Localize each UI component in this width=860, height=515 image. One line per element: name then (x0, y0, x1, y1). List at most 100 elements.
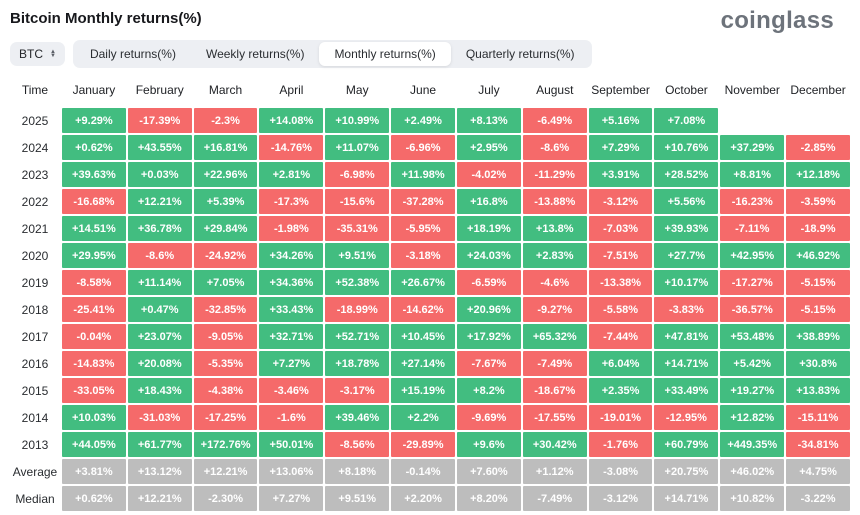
row-label: 2025 (21, 113, 49, 128)
return-cell: +65.32% (522, 324, 587, 349)
return-cell: -17.27% (720, 270, 785, 295)
return-cell: -3.83% (654, 297, 719, 322)
return-cell: -2.3% (193, 108, 258, 133)
return-cell (786, 108, 850, 133)
return-cell: +2.20% (391, 486, 455, 511)
return-cell: +0.03% (127, 162, 192, 187)
return-cell: +10.76% (654, 135, 719, 160)
return-cell: -13.38% (588, 270, 653, 295)
return-cell: -7.49% (522, 351, 587, 376)
return-cell: -3.17% (325, 378, 390, 403)
return-cell: -33.05% (62, 378, 126, 403)
return-cell: -3.22% (786, 486, 850, 511)
return-cell: -6.49% (522, 108, 587, 133)
return-cell: -1.6% (259, 405, 324, 430)
return-cell: +30.42% (522, 432, 587, 457)
updown-icon: ▲ ▼ (50, 48, 56, 59)
column-header: July (478, 83, 500, 97)
return-cell: +6.04% (588, 351, 653, 376)
return-cell: +5.56% (654, 189, 719, 214)
return-cell: +5.39% (193, 189, 258, 214)
tab-daily[interactable]: Daily returns(%) (89, 47, 176, 61)
tab-monthly[interactable]: Monthly returns(%) (319, 42, 451, 66)
return-cell: -13.88% (522, 189, 587, 214)
controls-bar: BTC ▲ ▼ Daily returns(%) Weekly returns(%)… (10, 40, 850, 68)
return-cell: +2.81% (259, 162, 324, 187)
return-cell: +22.96% (193, 162, 258, 187)
return-cell: +19.27% (720, 378, 785, 403)
return-cell: -36.57% (720, 297, 785, 322)
return-cell: +12.18% (786, 162, 850, 187)
return-cell: +0.62% (62, 486, 126, 511)
return-cell: -5.15% (786, 270, 850, 295)
return-cell: -14.62% (391, 297, 455, 322)
return-cell: -8.6% (127, 243, 192, 268)
return-cell: +16.8% (456, 189, 521, 214)
return-cell: +61.77% (127, 432, 192, 457)
return-cell: +43.55% (127, 135, 192, 160)
row-label: 2023 (21, 167, 49, 182)
return-cell: -9.69% (456, 405, 521, 430)
column-header: March (208, 83, 243, 97)
return-cell: +30.8% (786, 351, 850, 376)
return-cell: -7.67% (456, 351, 521, 376)
tab-quarterly[interactable]: Quarterly returns(%) (465, 47, 575, 61)
return-cell: -7.11% (720, 216, 785, 241)
return-cell: -3.12% (588, 486, 653, 511)
return-cell: +29.84% (193, 216, 258, 241)
return-cell: -2.30% (193, 486, 258, 511)
row-label: 2015 (21, 383, 49, 398)
table-body: 2025 +9.29% -17.39% -2.3% +14.08% +10.99% +2.4… (10, 108, 850, 511)
return-cell: +1.12% (522, 459, 587, 484)
symbol-select[interactable]: BTC ▲ ▼ (10, 42, 65, 66)
return-cell: +5.42% (720, 351, 785, 376)
return-cell: +10.17% (654, 270, 719, 295)
return-cell: +26.67% (391, 270, 455, 295)
column-header: Time (21, 83, 49, 97)
return-cell: -6.98% (325, 162, 390, 187)
return-cell: -37.28% (391, 189, 455, 214)
return-cell: -14.76% (259, 135, 324, 160)
column-header: May (345, 83, 369, 97)
return-cell: -7.51% (588, 243, 653, 268)
column-header: February (135, 83, 184, 97)
return-cell: +27.14% (391, 351, 455, 376)
return-cell: +0.47% (127, 297, 192, 322)
return-cell: +39.46% (325, 405, 390, 430)
topbar: Bitcoin Monthly returns(%) coinglass (10, 6, 850, 36)
return-cell: +13.8% (522, 216, 587, 241)
return-cell: -19.01% (588, 405, 653, 430)
return-cell: +36.78% (127, 216, 192, 241)
return-cell: +8.20% (456, 486, 521, 511)
return-cell: +18.19% (456, 216, 521, 241)
return-cell: +10.99% (325, 108, 390, 133)
row-label: 2022 (21, 194, 49, 209)
return-cell: -9.27% (522, 297, 587, 322)
return-cell: +10.82% (720, 486, 785, 511)
return-cell: +46.02% (720, 459, 785, 484)
row-label: 2021 (21, 221, 49, 236)
row-label: 2024 (21, 140, 49, 155)
column-header: April (279, 83, 304, 97)
return-cell: +39.93% (654, 216, 719, 241)
page-title: Bitcoin Monthly returns(%) (10, 10, 202, 27)
return-cell: -18.67% (522, 378, 587, 403)
return-cell: +18.43% (127, 378, 192, 403)
return-cell: +34.36% (259, 270, 324, 295)
return-cell: -7.03% (588, 216, 653, 241)
return-cell: -18.9% (786, 216, 850, 241)
return-cell: -35.31% (325, 216, 390, 241)
return-cell: +12.21% (127, 189, 192, 214)
return-cell: +12.82% (720, 405, 785, 430)
return-cell: +11.98% (391, 162, 455, 187)
return-cell: +14.71% (654, 486, 719, 511)
return-cell: -11.29% (522, 162, 587, 187)
return-cell: +20.75% (654, 459, 719, 484)
tab-weekly[interactable]: Weekly returns(%) (205, 47, 305, 61)
return-cell: +18.78% (325, 351, 390, 376)
return-cell: -8.56% (325, 432, 390, 457)
column-header: August (536, 83, 574, 97)
return-cell: +34.26% (259, 243, 324, 268)
return-cell: -12.95% (654, 405, 719, 430)
